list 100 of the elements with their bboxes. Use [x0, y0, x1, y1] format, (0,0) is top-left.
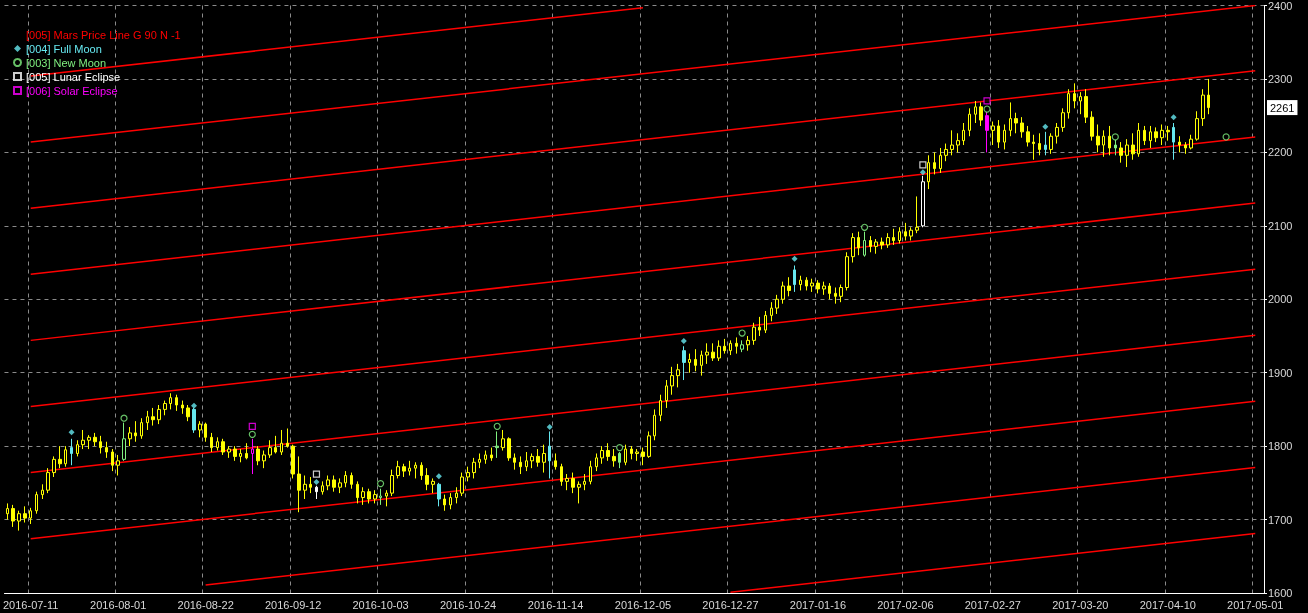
point [680, 338, 687, 345]
candlestick [1096, 123, 1100, 153]
candlestick [23, 505, 27, 523]
candlestick [542, 444, 546, 474]
point [1170, 114, 1177, 121]
candlestick [181, 400, 184, 415]
candlestick [233, 445, 237, 462]
candlestick [309, 476, 312, 494]
candlestick [1044, 131, 1047, 156]
candlestick [729, 339, 732, 356]
candlestick [513, 452, 516, 471]
x-tick-label: 2016-10-24 [439, 598, 497, 611]
point [919, 161, 927, 169]
candlestick [1014, 112, 1018, 134]
candlestick [64, 445, 67, 468]
candlestick [291, 444, 295, 479]
x-tick-label: 2017-04-10 [1139, 598, 1196, 611]
candlestick [828, 282, 831, 300]
candlestick [140, 417, 143, 440]
candlestick [915, 195, 919, 234]
y-tick-label: 2400 [1268, 0, 1293, 12]
candlestick [857, 231, 860, 256]
legend-label: [003] New Moon [26, 56, 107, 69]
candlestick [565, 473, 569, 491]
y-tick-label: 1600 [1268, 587, 1293, 599]
candlestick [396, 460, 400, 479]
candlestick [723, 338, 726, 355]
candlestick [834, 287, 837, 305]
candlestick [892, 228, 895, 246]
candlestick [781, 281, 785, 305]
legend-label: [004] Full Moon [26, 42, 102, 55]
candlestick [443, 494, 446, 512]
candlestick [717, 339, 721, 362]
x-tick-label: 2016-11-14 [527, 598, 584, 611]
candlestick [1079, 91, 1082, 115]
x-tick-label: 2016-10-03 [352, 598, 409, 611]
candlestick [303, 475, 307, 500]
candlestick [350, 472, 353, 490]
x-tick-label: 2016-08-22 [177, 598, 234, 611]
point [493, 422, 501, 430]
candlestick [286, 428, 289, 449]
candlestick [874, 238, 878, 255]
candlestick [851, 232, 855, 264]
candlestick [93, 432, 97, 447]
candlestick [1143, 125, 1146, 146]
candlestick [175, 394, 178, 412]
y-tick-label: 2000 [1268, 293, 1293, 306]
candlestick [758, 316, 761, 337]
candlestick [1119, 141, 1123, 164]
candlestick [256, 445, 260, 466]
candlestick [705, 342, 709, 365]
candlestick [1125, 138, 1129, 168]
candlestick [682, 345, 686, 381]
legend-label: [006] Solar Eclipse [26, 84, 118, 97]
candlestick [752, 322, 756, 346]
y-tick-label: 1700 [1268, 513, 1293, 526]
point [738, 329, 746, 337]
candlestick [466, 466, 470, 482]
point [860, 223, 869, 231]
point [248, 430, 256, 438]
candlestick [787, 276, 791, 297]
point [791, 255, 798, 262]
candlestick [647, 430, 651, 459]
x-tick-label: 2016-12-05 [614, 598, 672, 611]
candlestick [869, 235, 872, 253]
candlestick [1003, 123, 1006, 150]
candlestick [210, 432, 213, 453]
candlestick [641, 447, 645, 466]
candlestick [921, 175, 925, 228]
candlestick [414, 461, 417, 479]
candlestick [740, 339, 744, 353]
candlestick [216, 436, 219, 452]
candlestick [11, 504, 15, 528]
candlestick [997, 119, 1000, 149]
candlestick [87, 434, 91, 450]
candlestick [221, 438, 225, 456]
candlestick [939, 147, 942, 174]
candlestick [630, 445, 633, 460]
candlestick [810, 278, 814, 293]
candlestick [262, 450, 266, 469]
candlestick [81, 429, 85, 450]
candlestick [816, 279, 820, 294]
candlestick [770, 301, 773, 322]
x-tick-label: 2016-07-11 [2, 598, 59, 611]
candlestick [1201, 88, 1205, 127]
candlestick [1049, 132, 1053, 155]
candlestick [146, 410, 149, 431]
candlestick [35, 491, 38, 515]
candlestick [356, 480, 359, 504]
y-tick-label: 2300 [1268, 72, 1293, 85]
candlestick [70, 438, 73, 466]
candlestick [845, 251, 849, 291]
candlestick [472, 457, 476, 479]
candlestick [1189, 134, 1193, 150]
candlestick [76, 439, 79, 457]
candlestick [390, 469, 394, 497]
candlestick [694, 348, 697, 372]
point [1222, 133, 1230, 141]
candlestick [1061, 107, 1065, 133]
candlestick [408, 460, 411, 476]
